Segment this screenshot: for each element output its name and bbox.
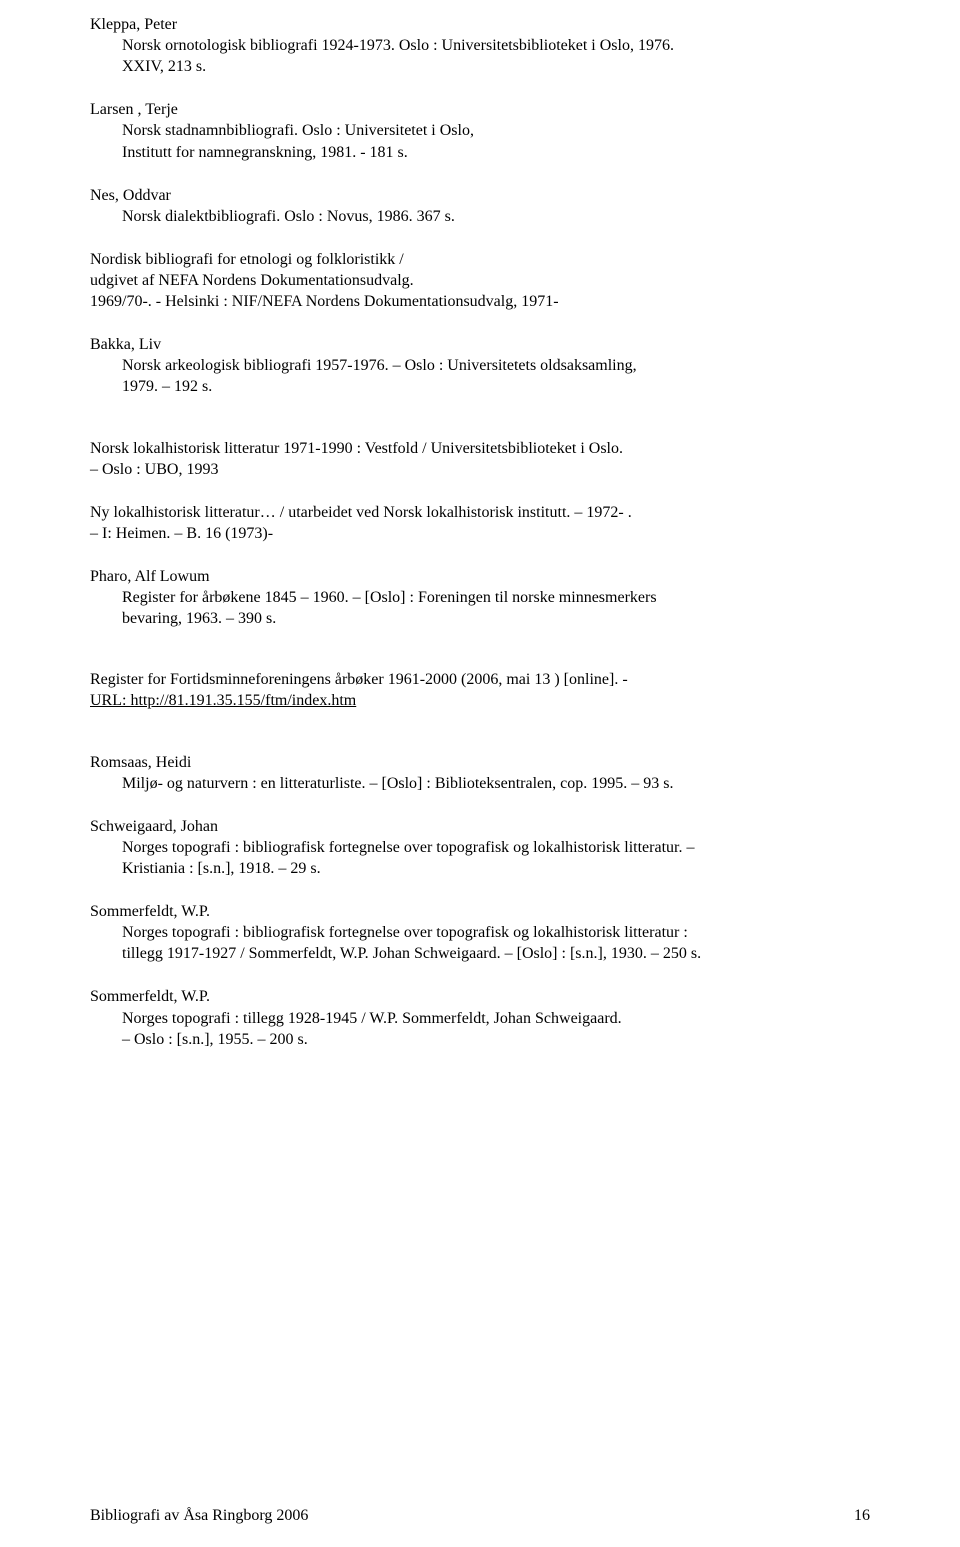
entry-line: Norsk ornotologisk bibliografi 1924-1973… <box>90 35 870 56</box>
bibliography-entry: Norsk lokalhistorisk litteratur 1971-199… <box>90 438 870 480</box>
entry-line: 1969/70-. - Helsinki : NIF/NEFA Nordens … <box>90 291 870 312</box>
bibliography-entry: Nes, OddvarNorsk dialektbibliografi. Osl… <box>90 185 870 227</box>
entry-author: Pharo, Alf Lowum <box>90 566 870 587</box>
bibliography-entry: Pharo, Alf LowumRegister for årbøkene 18… <box>90 566 870 629</box>
entry-link-line: URL: http://81.191.35.155/ftm/index.htm <box>90 690 870 711</box>
entry-line: Miljø- og naturvern : en litteraturliste… <box>90 773 870 794</box>
entry-line: 1979. – 192 s. <box>90 376 870 397</box>
entry-line: Kristiania : [s.n.], 1918. – 29 s. <box>90 858 870 879</box>
bibliography-entry: Register for Fortidsminneforeningens årb… <box>90 669 870 711</box>
entry-line: – Oslo : UBO, 1993 <box>90 459 870 480</box>
entry-line: Norsk lokalhistorisk litteratur 1971-199… <box>90 438 870 459</box>
entry-link[interactable]: http://81.191.35.155/ftm/index.htm <box>130 692 356 709</box>
entry-line: Ny lokalhistorisk litteratur… / utarbeid… <box>90 502 870 523</box>
entry-line: – Oslo : [s.n.], 1955. – 200 s. <box>90 1029 870 1050</box>
entry-line: Norsk stadnamnbibliografi. Oslo : Univer… <box>90 120 870 141</box>
bibliography-entry: Ny lokalhistorisk litteratur… / utarbeid… <box>90 502 870 544</box>
entry-author: Nes, Oddvar <box>90 185 870 206</box>
page-footer: Bibliografi av Åsa Ringborg 2006 16 <box>90 1507 870 1525</box>
document-page: Kleppa, PeterNorsk ornotologisk bibliogr… <box>0 0 960 1547</box>
bibliography-entry: Romsaas, HeidiMiljø- og naturvern : en l… <box>90 752 870 794</box>
entry-author: Sommerfeldt, W.P. <box>90 901 870 922</box>
bibliography-entry: Sommerfeldt, W.P.Norges topografi : bibl… <box>90 901 870 964</box>
bibliography-entry: Schweigaard, JohanNorges topografi : bib… <box>90 816 870 879</box>
entry-line: Norges topografi : bibliografisk fortegn… <box>90 922 870 943</box>
bibliography-entry: Kleppa, PeterNorsk ornotologisk bibliogr… <box>90 14 870 77</box>
footer-left: Bibliografi av Åsa Ringborg 2006 <box>90 1507 308 1525</box>
entry-author: Kleppa, Peter <box>90 14 870 35</box>
entry-line: – I: Heimen. – B. 16 (1973)- <box>90 523 870 544</box>
entry-line: Register for Fortidsminneforeningens årb… <box>90 669 870 690</box>
entry-line: Register for årbøkene 1845 – 1960. – [Os… <box>90 587 870 608</box>
entry-author: Schweigaard, Johan <box>90 816 870 837</box>
entry-author: Larsen , Terje <box>90 99 870 120</box>
entry-line: Norsk dialektbibliografi. Oslo : Novus, … <box>90 206 870 227</box>
entry-line: Institutt for namnegranskning, 1981. - 1… <box>90 142 870 163</box>
entry-line: udgivet af NEFA Nordens Dokumentationsud… <box>90 270 870 291</box>
entry-author: Romsaas, Heidi <box>90 752 870 773</box>
entry-line: Norges topografi : tillegg 1928-1945 / W… <box>90 1008 870 1029</box>
bibliography-entry: Sommerfeldt, W.P.Norges topografi : till… <box>90 986 870 1049</box>
bibliography-entry: Bakka, LivNorsk arkeologisk bibliografi … <box>90 334 870 397</box>
bibliography-entry: Nordisk bibliografi for etnologi og folk… <box>90 249 870 312</box>
entry-line: Norsk arkeologisk bibliografi 1957-1976.… <box>90 355 870 376</box>
entry-author: Bakka, Liv <box>90 334 870 355</box>
entry-line: tillegg 1917-1927 / Sommerfeldt, W.P. Jo… <box>90 943 870 964</box>
entry-line: XXIV, 213 s. <box>90 56 870 77</box>
entry-line: Nordisk bibliografi for etnologi og folk… <box>90 249 870 270</box>
bibliography-entry: Larsen , TerjeNorsk stadnamnbibliografi.… <box>90 99 870 162</box>
link-prefix: URL: <box>90 692 130 709</box>
footer-page-number: 16 <box>854 1507 870 1525</box>
entry-author: Sommerfeldt, W.P. <box>90 986 870 1007</box>
entry-line: bevaring, 1963. – 390 s. <box>90 608 870 629</box>
entry-line: Norges topografi : bibliografisk fortegn… <box>90 837 870 858</box>
entries-list: Kleppa, PeterNorsk ornotologisk bibliogr… <box>90 14 870 1050</box>
